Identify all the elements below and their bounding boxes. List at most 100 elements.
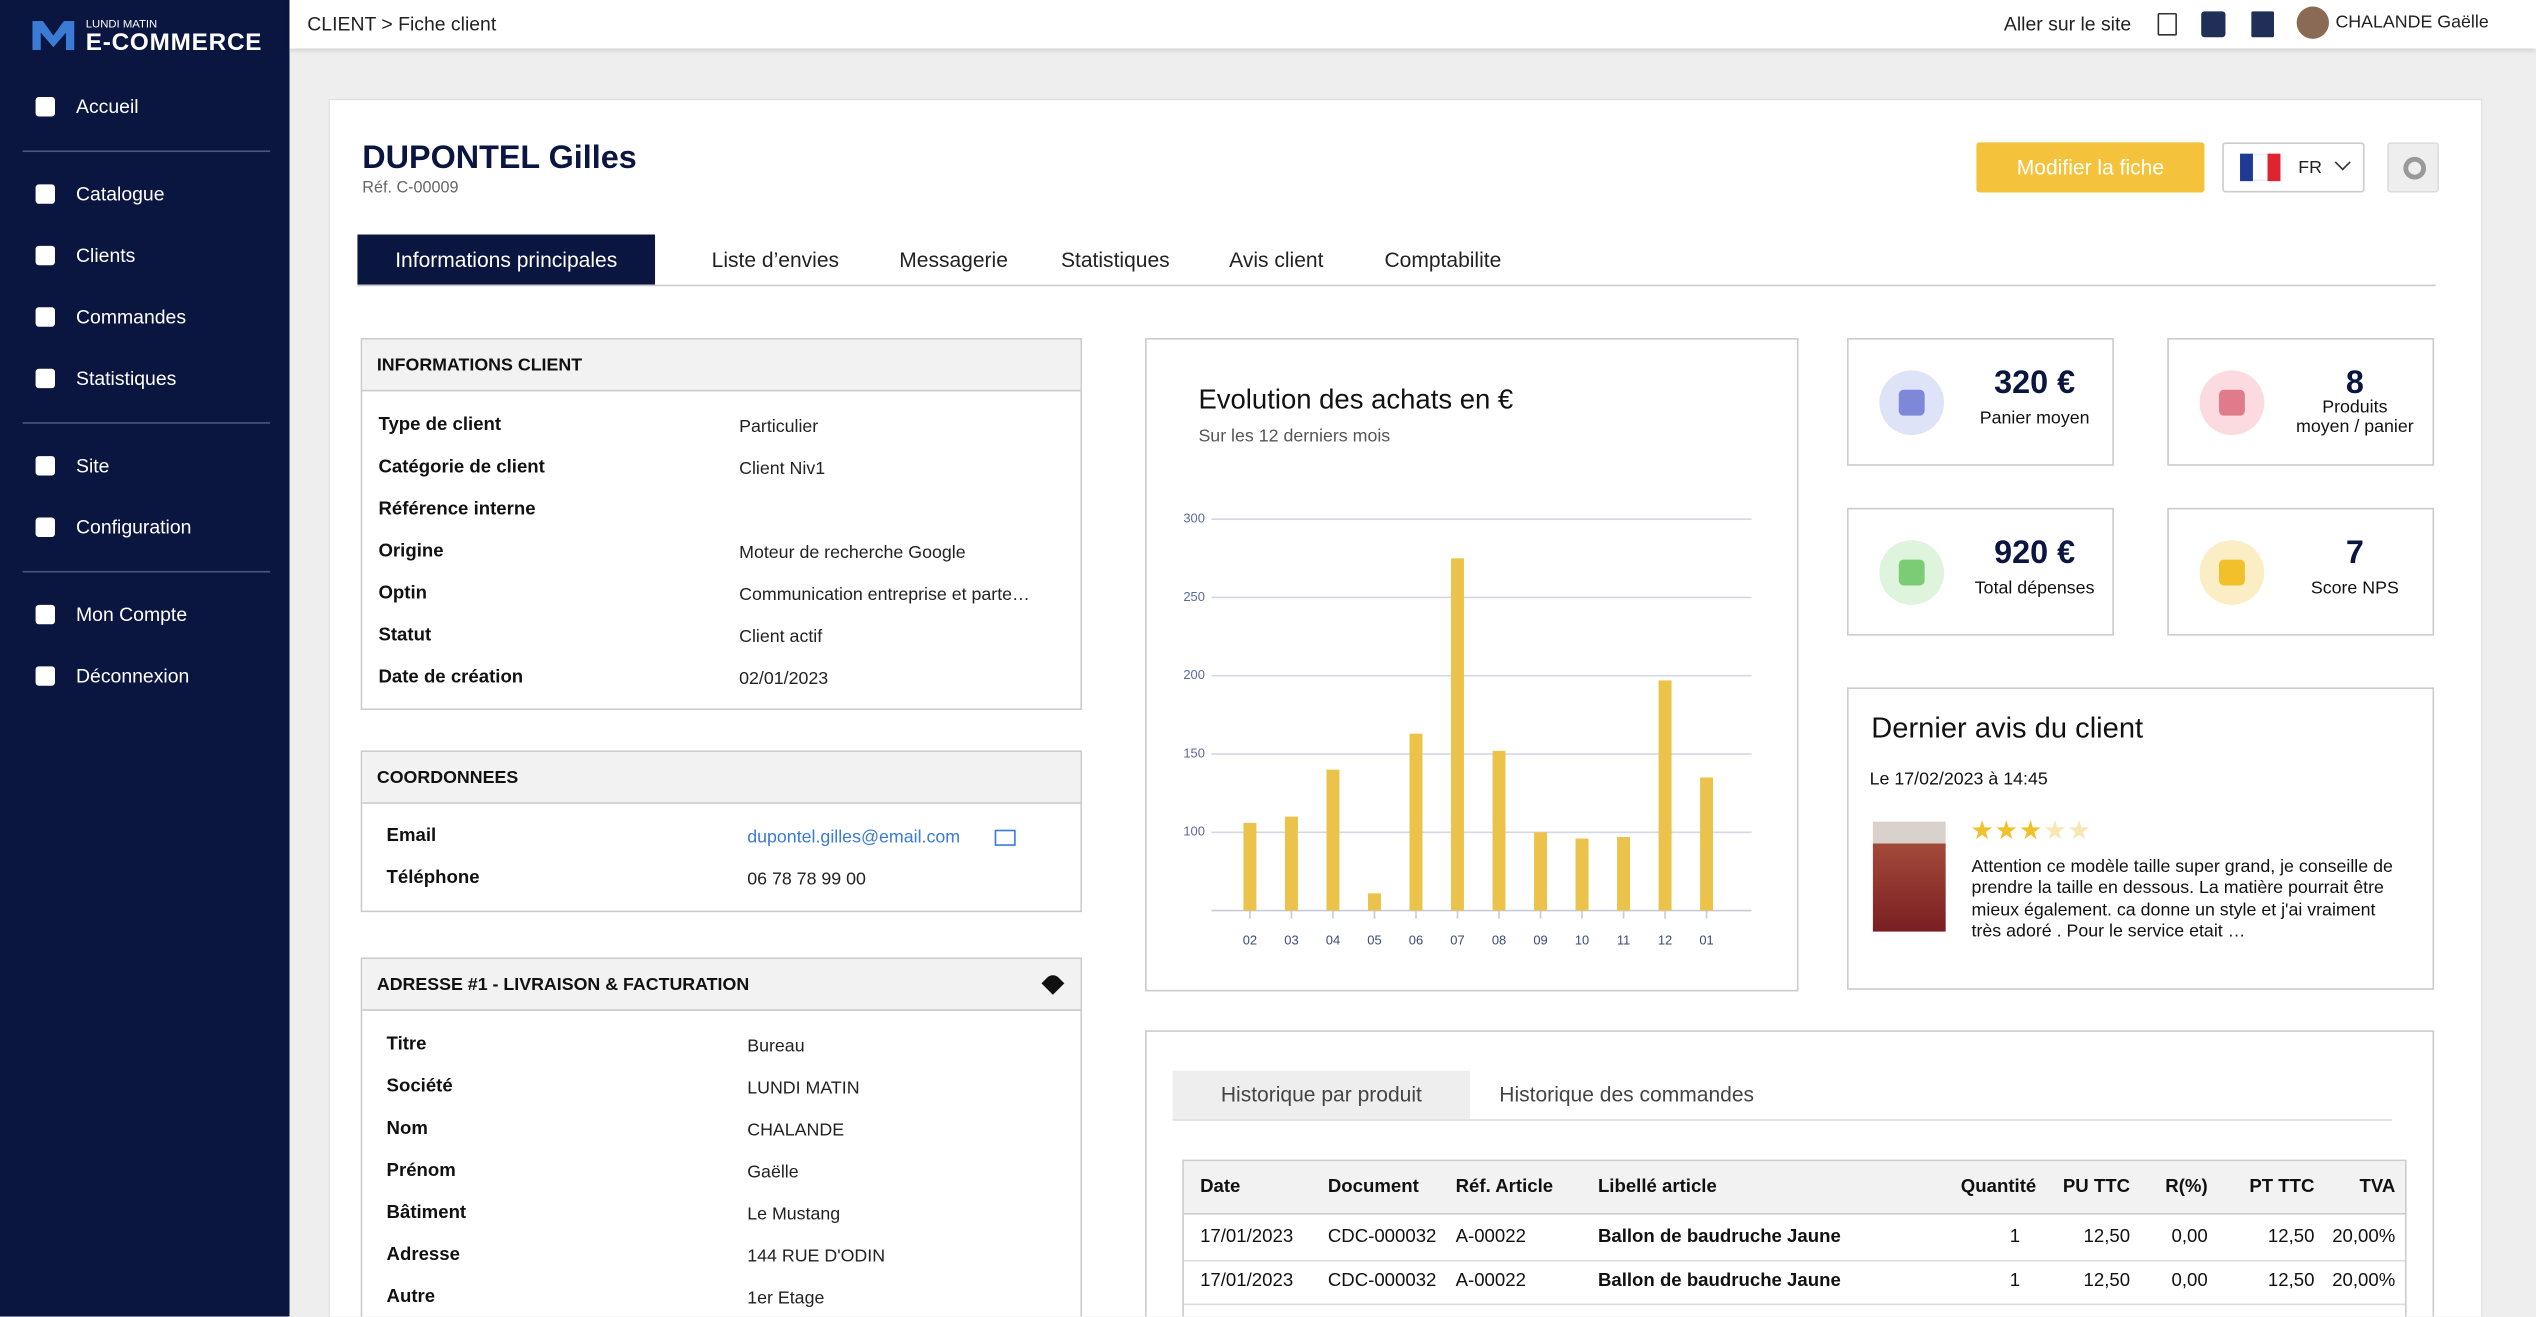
user-name: CHALANDE Gaëlle [2335, 12, 2489, 33]
kpi-box: 7 Score NPS [2167, 507, 2435, 636]
table-cell: 17/01/2023 [1200, 1227, 1294, 1247]
info-box-header [362, 339, 1081, 392]
table-cell: 12,50 [2083, 1227, 2131, 1247]
edit-button[interactable]: Modifier la fiche [1976, 142, 2205, 193]
bar [1409, 733, 1423, 911]
menu-item[interactable]: Déconnexion [23, 657, 269, 696]
tab[interactable]: Informations principales [357, 234, 656, 285]
menu-item[interactable]: Clients [23, 236, 269, 275]
column-header: PT TTC [2249, 1177, 2315, 1197]
kpi-glyph [2219, 389, 2245, 416]
table-cell: 1 [2009, 1271, 2021, 1291]
menu-icon [35, 97, 55, 117]
site-link[interactable]: Aller sur le site [2003, 12, 2132, 36]
menu-item[interactable]: Mon Compte [23, 595, 269, 634]
field-value: Le Mustang [747, 1204, 841, 1225]
menu-icon [35, 307, 55, 327]
row-border [1183, 1259, 2405, 1262]
tab[interactable]: Avis client [1229, 247, 1324, 272]
menu-item[interactable]: Accueil [23, 87, 269, 126]
menu-label: Statistiques [76, 367, 177, 390]
field-label: Origine [378, 541, 444, 562]
menu-item[interactable]: Configuration [23, 508, 269, 547]
menu-label: Clients [76, 244, 136, 267]
history-table: Date Document Réf. Article Libellé article Q… [1182, 1159, 2407, 1317]
menu-icon [35, 517, 55, 537]
history-tab[interactable]: Historique par produit [1172, 1070, 1471, 1120]
tab[interactable]: Comptabilite [1384, 247, 1502, 272]
kpi-value: 7 [2345, 535, 2364, 571]
kpi-label: Score NPS [2310, 579, 2399, 599]
client-card: DUPONTEL Gilles Réf. C-00009 Modifier la f… [328, 98, 2483, 1317]
y-tick-label: 100 [1183, 824, 1205, 839]
info-box: INFORMATIONS CLIENT Type de client Particu… [360, 338, 1083, 711]
menu-label: Commandes [76, 305, 187, 329]
client-ref: Réf. C-00009 [362, 179, 459, 198]
kpi-value: 8 [2345, 365, 2364, 402]
field-value: Communication entreprise et parte… [739, 585, 1030, 605]
book-icon[interactable] [2251, 11, 2274, 38]
field-value: 1er Etage [747, 1289, 825, 1309]
kpi-box: 320 € Panier moyen [1847, 338, 2114, 466]
field-label: Titre [386, 1035, 427, 1055]
column-header: R(%) [2165, 1177, 2208, 1197]
info-box-title: INFORMATIONS CLIENT [376, 355, 583, 376]
flag-red [2267, 153, 2281, 182]
y-tick-label: 300 [1183, 511, 1205, 526]
table-cell: 12,50 [2083, 1271, 2131, 1291]
rating-star [1996, 819, 2017, 840]
language-code: FR [2298, 158, 2322, 178]
chevron [2334, 154, 2351, 171]
kpi-box: 8 Produits moyen / panier [2167, 338, 2435, 466]
bar [1617, 836, 1631, 911]
email-link[interactable]: dupontel.gilles@email.com [747, 828, 961, 848]
menu-icon [35, 184, 55, 204]
rating-star [1971, 819, 1993, 840]
column-header: PU TTC [2062, 1177, 2131, 1197]
exit-icon[interactable] [2157, 12, 2177, 36]
field-label: Optin [378, 583, 428, 604]
review-date: Le 17/02/2023 à 14:45 [1869, 769, 2048, 790]
menu-separator [22, 422, 271, 424]
field-label: Autre [386, 1287, 436, 1307]
settings-button[interactable] [2387, 142, 2439, 193]
field-label: Nom [386, 1119, 428, 1139]
menu-item[interactable]: Catalogue [23, 175, 269, 214]
avatar[interactable] [2296, 6, 2329, 39]
kpi-glyph [1898, 389, 1925, 416]
bar [1368, 893, 1381, 911]
menu-item[interactable]: Commandes [23, 298, 269, 337]
field-value: Bureau [747, 1036, 805, 1057]
info-box: COORDONNEES Email dupontel.gilles@email.co… [360, 750, 1083, 913]
column-header: TVA [2359, 1177, 2396, 1197]
menu-item[interactable]: Statistiques [23, 359, 269, 398]
history-tab-underline [1172, 1119, 2393, 1121]
menu-label: Déconnexion [76, 664, 190, 688]
table-cell: 17/01/2023 [1200, 1271, 1294, 1291]
table-cell: 20,00% [2332, 1227, 2396, 1247]
field-label: Email [386, 826, 437, 846]
chart-title: Evolution des achats en € [1198, 383, 1513, 414]
menu-icon [35, 456, 55, 476]
table-cell: 12,50 [2267, 1227, 2315, 1247]
menu-item[interactable]: Site [23, 446, 269, 485]
bar [1700, 777, 1714, 911]
table-cell: 0,00 [2171, 1271, 2208, 1291]
kpi-icon [2199, 370, 2265, 436]
tab[interactable]: Messagerie [899, 247, 1008, 272]
field-label: Statut [378, 625, 432, 646]
field-label: Date de création [378, 667, 524, 688]
tab[interactable]: Liste d’envies [711, 247, 840, 272]
language-select[interactable]: FR [2222, 142, 2365, 193]
history-tab[interactable]: Historique des commandes [1499, 1082, 1755, 1107]
kpi-box: 920 € Total dépenses [1847, 507, 2114, 636]
kpi-label: Total dépenses [1974, 579, 2095, 599]
table-cell: A-00022 [1455, 1271, 1526, 1291]
kpi-icon [1879, 540, 1945, 605]
review-text: Attention ce modèle taille super grand, … [1971, 857, 2393, 942]
tab[interactable]: Statistiques [1060, 247, 1170, 272]
kpi-label: Produits moyen / panier [2296, 397, 2414, 437]
info-box-header [362, 959, 1081, 1011]
field-value: Particulier [739, 417, 819, 437]
notes-icon[interactable] [2201, 11, 2226, 38]
